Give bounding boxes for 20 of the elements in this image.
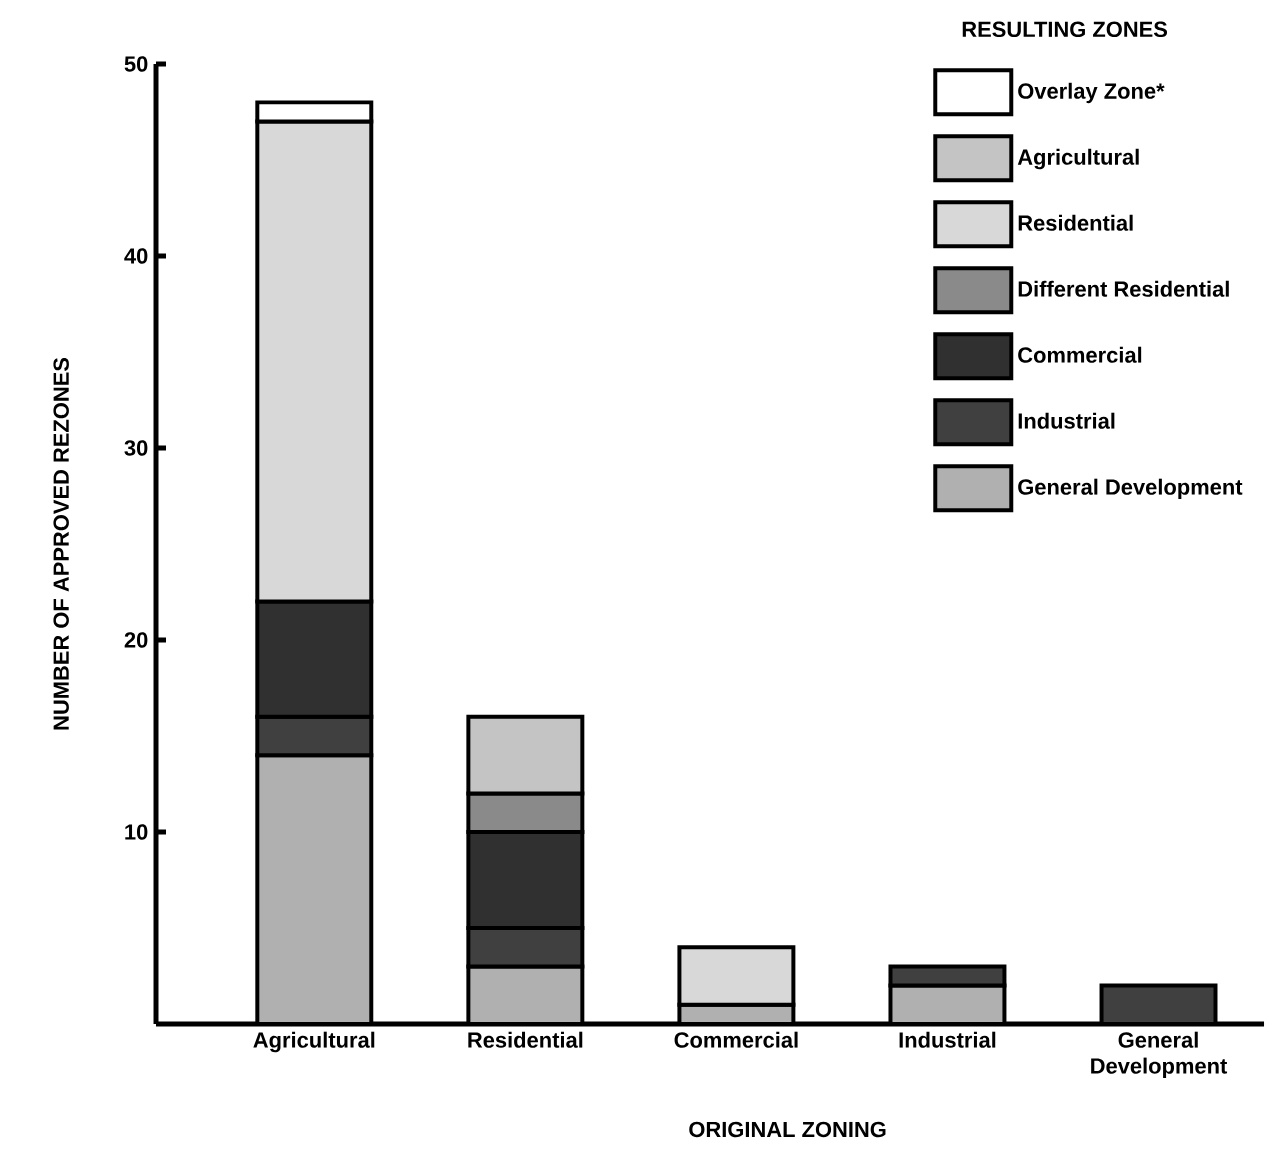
y-tick-label: 30 <box>124 440 148 456</box>
legend-label: Different Residential <box>1018 280 1229 297</box>
x-tick-label: General Development <box>1091 1031 1228 1078</box>
y-tick-label: 20 <box>124 632 148 648</box>
y-tick-label: 50 <box>124 56 148 72</box>
legend-label: Commercial <box>1018 346 1142 363</box>
legend-label: General Development <box>1018 478 1243 500</box>
y-tick-label: 40 <box>124 248 148 264</box>
legend-label: Residential <box>1018 214 1133 231</box>
y-axis-title: NUMBER OF APPROVED REZONES <box>53 357 69 730</box>
legend-label: Agricultural <box>1017 148 1139 170</box>
x-axis-title: ORIGINAL ZONING <box>689 1121 886 1138</box>
x-tick-label: Residential <box>468 1031 583 1048</box>
x-tick-label: Commercial <box>674 1031 798 1048</box>
x-tick-label: Industrial <box>899 1031 996 1048</box>
legend-label: Overlay Zone* <box>1018 82 1165 104</box>
x-tick-label: Agricultural <box>253 1031 375 1053</box>
legend-title: RESULTING ZONES <box>962 21 1168 38</box>
legend-label: Industrial <box>1018 412 1115 429</box>
y-tick-label: 10 <box>125 824 148 840</box>
